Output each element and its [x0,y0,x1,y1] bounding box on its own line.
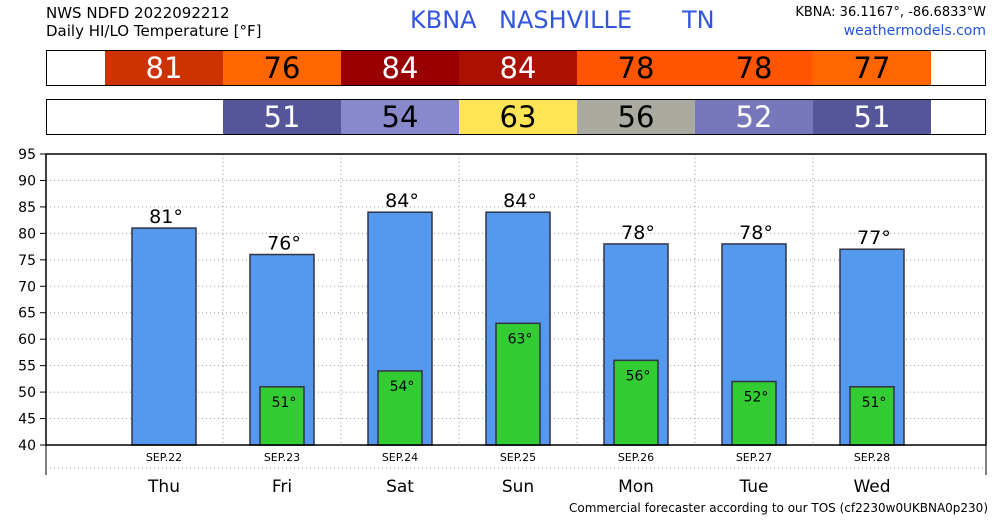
hi-cell: 78 [695,51,813,85]
low-temp-label: 63° [508,331,533,347]
product-title: NWS NDFD 2022092212 [46,4,230,22]
low-temp-bar [495,322,541,446]
y-tick-label: 75 [18,253,36,269]
station-coordinates: KBNA: 36.1167°, -86.6833°W [795,5,986,20]
y-tick-label: 50 [18,385,36,401]
date-label: SEP.27 [736,451,772,464]
date-label: SEP.26 [618,451,654,464]
lo-cell: 51 [223,100,341,134]
high-temp-label: 84° [385,190,419,212]
high-temp-label: 77° [857,227,891,249]
hi-cell: 77 [813,51,931,85]
y-tick-label: 80 [18,226,36,242]
y-tick-label: 85 [18,200,36,216]
high-temp-label: 76° [267,233,301,255]
lo-cell: 63 [459,100,577,134]
y-tick-label: 90 [18,173,36,189]
station-id: KBNA [410,6,477,34]
day-label: Sat [386,477,414,497]
low-temp-bar [259,386,305,446]
y-tick-label: 95 [18,147,36,163]
low-temp-label: 51° [862,395,887,411]
day-label: Sun [502,477,534,497]
y-tick-label: 40 [18,438,36,454]
y-tick-label: 55 [18,359,36,375]
date-label: SEP.23 [264,451,300,464]
lo-cell: 51 [813,100,931,134]
station-state: TN [682,6,715,34]
hi-cell: 76 [223,51,341,85]
low-temp-bar [731,380,777,446]
low-temp-bar [849,386,895,446]
lo-cell: 52 [695,100,813,134]
high-temp-label: 81° [149,206,183,228]
day-label: Mon [618,477,654,497]
y-tick-label: 70 [18,279,36,295]
hi-cell: 78 [577,51,695,85]
date-label: SEP.22 [146,451,182,464]
high-temp-label: 84° [503,190,537,212]
low-temperature-band: 51 54 63 56 52 51 [46,99,986,135]
date-label: SEP.28 [854,451,890,464]
site-link[interactable]: weathermodels.com [843,23,986,39]
lo-cell: 56 [577,100,695,134]
footer-note: Commercial forecaster according to our T… [568,501,988,515]
high-temp-label: 78° [621,222,655,244]
hi-cell: 81 [105,51,223,85]
low-temp-bar [613,359,659,446]
y-tick-label: 65 [18,306,36,322]
date-label: SEP.25 [500,451,536,464]
plot-frame [45,153,987,446]
day-label: Thu [147,477,180,497]
lo-cell: 54 [341,100,459,134]
hi-cell: 84 [341,51,459,85]
station-name: NASHVILLE [499,6,633,34]
y-tick-label: 45 [18,412,36,428]
hi-cell: 84 [459,51,577,85]
low-temp-label: 52° [744,390,769,406]
low-temp-label: 56° [626,368,651,384]
low-temp-label: 51° [272,395,297,411]
day-label: Tue [738,477,768,497]
low-temp-bar [377,370,423,446]
chart-subtitle: Daily HI/LO Temperature [°F] [46,22,262,40]
day-label: Fri [272,477,292,497]
date-label: SEP.24 [382,451,418,464]
high-temperature-band: 81 76 84 84 78 78 77 [46,50,986,86]
high-temp-label: 78° [739,222,773,244]
low-temp-label: 54° [390,379,415,395]
day-label: Wed [853,477,890,497]
y-tick-label: 60 [18,332,36,348]
high-temp-bar [131,227,197,446]
